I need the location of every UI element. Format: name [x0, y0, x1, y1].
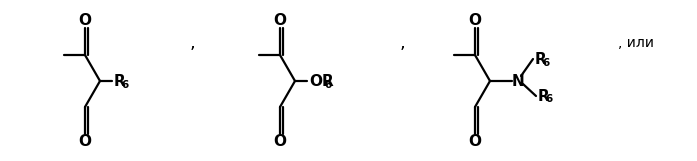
- Text: O: O: [468, 134, 482, 149]
- Text: R: R: [538, 89, 550, 104]
- Text: 6: 6: [121, 80, 129, 90]
- Text: , или: , или: [618, 36, 654, 50]
- Text: R: R: [114, 74, 125, 89]
- Text: R: R: [535, 52, 546, 66]
- Text: O: O: [273, 134, 286, 149]
- Text: N: N: [512, 74, 524, 89]
- Text: 6: 6: [546, 95, 553, 104]
- Text: O: O: [273, 13, 286, 28]
- Text: 6: 6: [542, 57, 550, 67]
- Text: O: O: [468, 13, 482, 28]
- Text: O: O: [79, 134, 91, 149]
- Text: OR: OR: [309, 74, 334, 89]
- Text: 6: 6: [324, 80, 331, 90]
- Text: ,: ,: [189, 34, 195, 52]
- Text: ,: ,: [399, 34, 405, 52]
- Text: O: O: [79, 13, 91, 28]
